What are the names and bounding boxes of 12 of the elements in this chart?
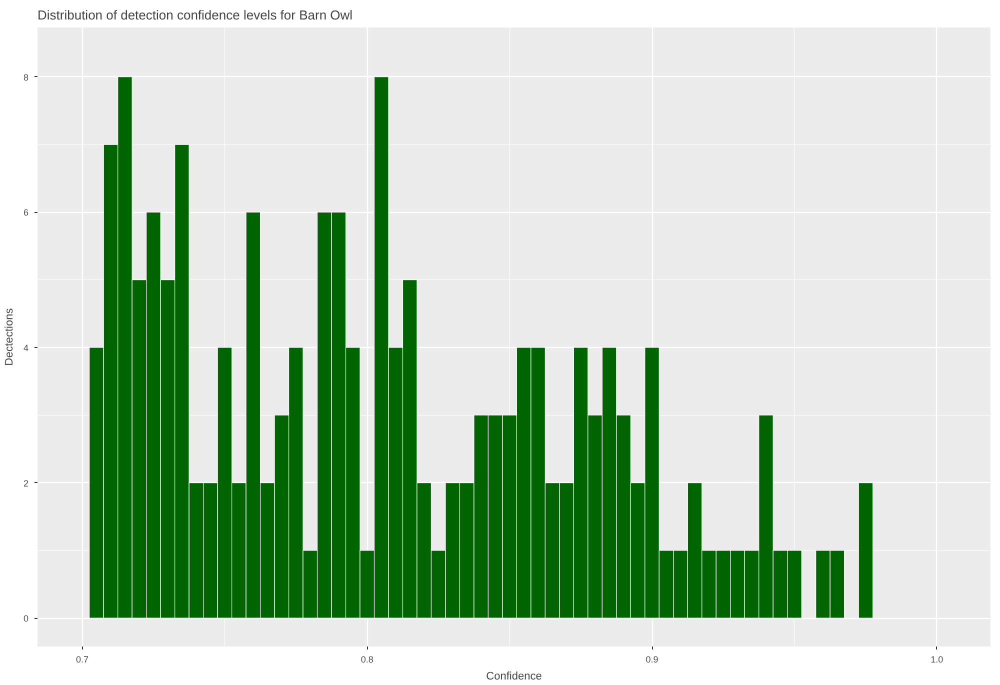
y-tick-label: 2 — [23, 478, 29, 488]
y-tick-label: 0 — [23, 614, 29, 624]
y-tick-label: 8 — [23, 72, 29, 82]
x-tick-label: 0.7 — [76, 654, 88, 664]
x-tick-label: 0.8 — [360, 654, 374, 664]
y-axis-title: Dectections — [3, 308, 16, 366]
chart-title: Distribution of detection confidence levels for Barn Owl — [38, 8, 353, 22]
y-tick-label: 6 — [23, 208, 29, 218]
x-tick-label: 1.0 — [930, 654, 944, 664]
y-tick-label: 4 — [23, 342, 29, 353]
x-tick-label: 0.9 — [646, 654, 658, 664]
x-axis-title: Confidence — [486, 670, 542, 682]
